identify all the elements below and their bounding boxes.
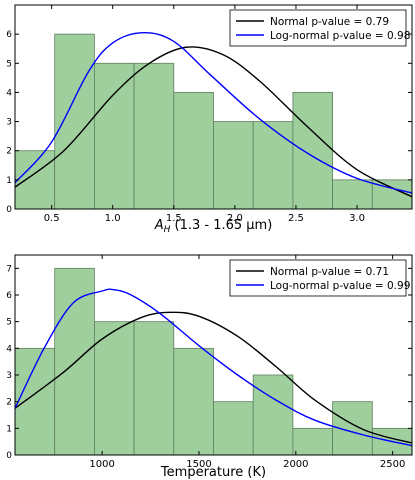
histogram-bar bbox=[133, 321, 175, 456]
histogram-bar bbox=[173, 92, 214, 210]
x-tick-label: 1500 bbox=[186, 459, 211, 470]
y-tick-label: 4 bbox=[6, 88, 12, 98]
histogram-bar bbox=[252, 374, 294, 456]
y-tick-label: 1 bbox=[6, 176, 12, 186]
histogram-bar bbox=[213, 401, 254, 456]
y-tick-label: 6 bbox=[6, 291, 12, 301]
x-tick-label: 2.0 bbox=[227, 213, 243, 224]
x-tick-label: 3.0 bbox=[349, 213, 365, 224]
histogram-bar bbox=[332, 179, 373, 210]
top-x-axis-label: AH (1.3 - 1.65 μm) bbox=[154, 218, 273, 235]
histogram-bar bbox=[213, 121, 254, 210]
x-tick-label: 2.5 bbox=[288, 213, 304, 224]
x-tick-label: 2500 bbox=[380, 459, 405, 470]
legend-entry-label: Normal p-value = 0.79 bbox=[270, 16, 389, 28]
histogram-bar bbox=[14, 347, 56, 456]
legend-entry-label: Log-normal p-value = 0.98 bbox=[270, 30, 410, 42]
histogram-bar bbox=[94, 62, 135, 210]
histogram-bar bbox=[54, 33, 95, 210]
legend-entry-label: Normal p-value = 0.71 bbox=[270, 266, 389, 278]
x-tick-label: 1000 bbox=[89, 459, 114, 470]
bottom-histogram-panel: 1000 1500 2000 2500 0 1 2 3 4 5 6 7 Temperature (K… bbox=[6, 254, 413, 480]
top-y-ticks: 0 1 2 3 4 5 6 bbox=[6, 30, 412, 215]
top-legend: Normal p-value = 0.79 Log-normal p-value … bbox=[229, 9, 410, 47]
y-tick-label: 2 bbox=[6, 398, 12, 408]
x-tick-label: 2000 bbox=[283, 459, 308, 470]
y-tick-label: 6 bbox=[6, 30, 12, 40]
legend-box bbox=[229, 9, 407, 47]
normal-fit-line bbox=[14, 46, 413, 198]
bottom-y-ticks: 0 1 2 3 4 5 6 7 bbox=[6, 264, 412, 461]
histogram-bar bbox=[252, 121, 294, 210]
histogram-bar bbox=[292, 92, 333, 210]
lognormal-fit-line bbox=[14, 288, 413, 447]
bottom-curves bbox=[14, 288, 413, 447]
histogram-bar bbox=[133, 62, 175, 210]
y-tick-label: 4 bbox=[6, 344, 12, 354]
bottom-legend: Normal p-value = 0.71 Log-normal p-value … bbox=[229, 259, 410, 297]
top-histogram-panel: 0.5 1.0 1.5 2.0 2.5 3.0 0 1 2 3 4 5 6 AH (1.3 - 1.6… bbox=[6, 4, 413, 235]
histogram-bar bbox=[14, 150, 56, 210]
y-tick-label: 7 bbox=[6, 264, 12, 274]
legend-box bbox=[229, 259, 407, 297]
y-tick-label: 0 bbox=[6, 205, 12, 215]
x-tick-label: 0.5 bbox=[44, 213, 60, 224]
legend-entry-label: Log-normal p-value = 0.99 bbox=[270, 280, 410, 292]
bottom-plot-frame bbox=[14, 254, 413, 456]
histogram-bar bbox=[94, 321, 135, 456]
y-tick-label: 1 bbox=[6, 424, 12, 434]
bottom-x-ticks: 1000 1500 2000 2500 bbox=[89, 255, 405, 470]
y-tick-label: 2 bbox=[6, 147, 12, 157]
histogram-bar bbox=[173, 347, 214, 456]
normal-fit-line bbox=[14, 311, 413, 444]
bottom-x-axis-label: Temperature (K) bbox=[160, 465, 266, 480]
lognormal-fit-line bbox=[14, 31, 413, 194]
x-tick-label: 1.0 bbox=[105, 213, 121, 224]
histogram-bar bbox=[292, 427, 333, 456]
top-plot-frame bbox=[14, 4, 413, 210]
y-tick-label: 3 bbox=[6, 118, 12, 128]
y-tick-label: 0 bbox=[6, 451, 12, 461]
top-bars bbox=[14, 33, 413, 210]
top-x-ticks: 0.5 1.0 1.5 2.0 2.5 3.0 bbox=[44, 5, 365, 224]
y-tick-label: 3 bbox=[6, 371, 12, 381]
top-curves bbox=[14, 31, 413, 198]
y-tick-label: 5 bbox=[6, 59, 12, 69]
histogram-bar bbox=[54, 267, 95, 456]
x-tick-label: 1.5 bbox=[166, 213, 182, 224]
y-tick-label: 5 bbox=[6, 318, 12, 328]
